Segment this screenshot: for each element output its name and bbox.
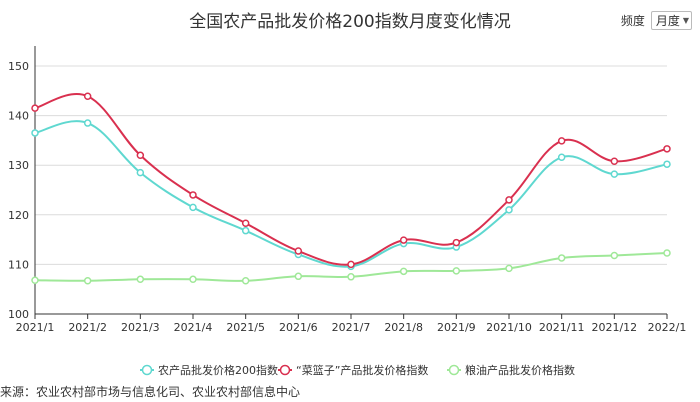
legend-swatch-marker bbox=[448, 364, 460, 376]
y-tick-label: 120 bbox=[8, 209, 29, 222]
legend-entry: “菜篮子”产品批发价格指数 bbox=[296, 363, 428, 377]
data-point bbox=[241, 277, 250, 285]
data-point bbox=[136, 275, 145, 284]
x-tick-label: 2021/2 bbox=[68, 321, 107, 334]
data-point bbox=[136, 168, 145, 177]
y-tick-label: 130 bbox=[8, 159, 29, 172]
data-point bbox=[557, 137, 566, 145]
data-point bbox=[399, 267, 408, 276]
data-point bbox=[189, 275, 197, 284]
data-point bbox=[241, 219, 250, 227]
data-point bbox=[189, 203, 197, 212]
x-tick-label: 2021/1 bbox=[16, 321, 55, 334]
data-point bbox=[663, 160, 671, 168]
data-point bbox=[610, 157, 619, 165]
data-point bbox=[663, 249, 671, 257]
y-tick-label: 110 bbox=[8, 258, 29, 271]
data-point bbox=[452, 238, 461, 247]
frequency-control: 频度 月度 ▼ bbox=[621, 11, 692, 30]
x-tick-label: 2021/9 bbox=[437, 321, 476, 334]
data-point bbox=[241, 226, 250, 235]
data-point bbox=[505, 196, 513, 204]
data-point bbox=[31, 129, 39, 137]
x-tick-label: 2021/5 bbox=[226, 321, 265, 334]
data-point bbox=[610, 170, 619, 178]
data-point bbox=[31, 276, 39, 285]
data-point bbox=[347, 273, 355, 281]
data-point bbox=[83, 119, 92, 127]
legend-entry: 农产品批发价格200指数 bbox=[158, 363, 278, 377]
x-tick-label: 2021/3 bbox=[121, 321, 160, 334]
data-point bbox=[347, 260, 355, 269]
data-point bbox=[452, 267, 461, 275]
frequency-label: 频度 bbox=[620, 14, 645, 28]
data-point bbox=[31, 104, 39, 112]
data-point bbox=[83, 277, 92, 285]
line-chart: 100 110 120 130 140 150 2021/1 2021/2 2021/3 2021… bbox=[8, 46, 686, 377]
x-tick-label: 2021/11 bbox=[539, 321, 585, 334]
data-point bbox=[294, 247, 303, 255]
data-point bbox=[83, 92, 92, 101]
data-point bbox=[663, 145, 671, 153]
data-point bbox=[505, 264, 513, 273]
data-point bbox=[557, 153, 566, 162]
x-tick-label: 2021/8 bbox=[384, 321, 423, 334]
x-tick-label: 2022/1 bbox=[648, 321, 687, 334]
frequency-selected-value: 月度 bbox=[655, 13, 680, 28]
series-lines bbox=[31, 92, 671, 285]
axes: 100 110 120 130 140 150 2021/1 2021/2 2021/3 2021… bbox=[8, 46, 686, 334]
y-tick-label: 150 bbox=[8, 60, 29, 73]
x-tick-label: 2021/10 bbox=[486, 321, 532, 334]
data-point bbox=[189, 191, 197, 199]
chevron-down-icon: ▼ bbox=[682, 15, 689, 25]
grid-lines bbox=[35, 65, 667, 265]
data-point bbox=[557, 254, 566, 262]
chart-title: 全国农产品批发价格200指数月度变化情况 bbox=[189, 12, 511, 32]
data-point bbox=[505, 206, 513, 214]
data-point bbox=[610, 251, 619, 260]
series-line bbox=[34, 93, 668, 266]
x-tick-label: 2021/7 bbox=[332, 321, 371, 334]
y-tick-label: 140 bbox=[8, 110, 29, 123]
x-tick-label: 2021/12 bbox=[591, 321, 637, 334]
legend-entry: 粮油产品批发价格指数 bbox=[465, 363, 575, 377]
y-tick-label: 100 bbox=[8, 308, 29, 321]
source-note: 来源：农业农村部市场与信息化司、农业农村部信息中心 bbox=[0, 385, 301, 399]
x-tick-label: 2021/4 bbox=[174, 321, 213, 334]
legend: 农产品批发价格200指数 “菜篮子”产品批发价格指数 粮油产品批发价格指数 bbox=[140, 363, 575, 377]
data-point bbox=[294, 272, 303, 281]
data-point bbox=[136, 151, 145, 160]
legend-swatch-marker bbox=[141, 364, 153, 376]
frequency-select[interactable]: 月度 ▼ bbox=[650, 11, 692, 30]
x-tick-label: 2021/6 bbox=[279, 321, 318, 334]
data-point bbox=[399, 236, 408, 244]
legend-swatch-marker bbox=[279, 364, 291, 376]
